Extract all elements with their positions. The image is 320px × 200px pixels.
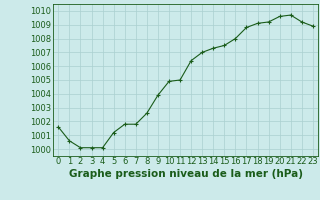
X-axis label: Graphe pression niveau de la mer (hPa): Graphe pression niveau de la mer (hPa) bbox=[68, 169, 303, 179]
